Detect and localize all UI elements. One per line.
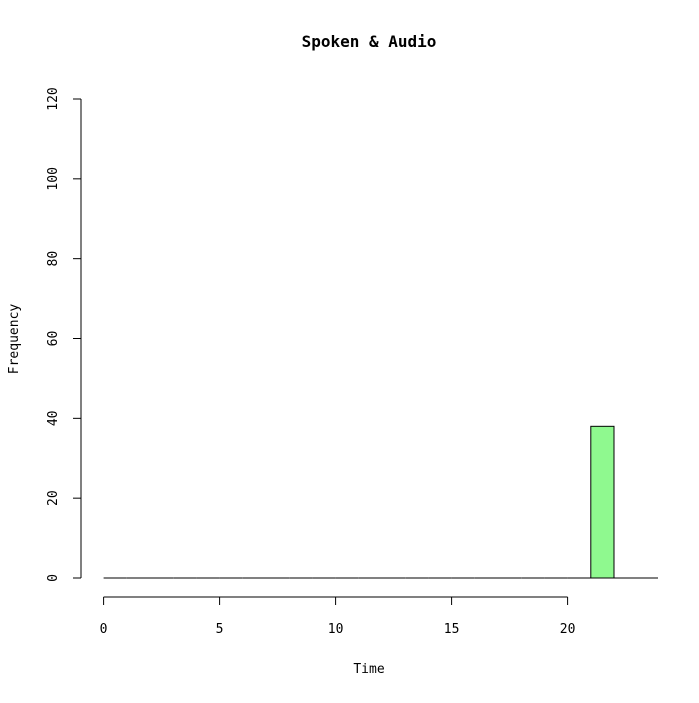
y-tick-label: 20	[46, 490, 61, 506]
y-tick-label: 0	[46, 574, 61, 582]
y-tick-label: 60	[46, 331, 61, 347]
x-tick-label: 5	[216, 622, 224, 637]
y-axis-title: Frequency	[7, 304, 22, 375]
y-tick-label: 80	[46, 251, 61, 267]
x-tick-label: 0	[100, 622, 108, 637]
y-axis: 0 20 40 60 80 100 120	[46, 87, 82, 582]
y-tick-label: 40	[46, 411, 61, 427]
x-tick-label: 10	[328, 622, 344, 637]
y-tick-label: 120	[46, 87, 61, 110]
x-axis: 0 5 10 15 20	[100, 596, 576, 637]
bars-layer	[103, 425, 658, 579]
x-axis-title: Time	[353, 662, 384, 677]
histogram-bar-21	[590, 425, 615, 579]
chart-title: Spoken & Audio	[302, 32, 437, 51]
y-tick-label: 100	[46, 167, 61, 190]
x-tick-label: 15	[444, 622, 460, 637]
x-tick-label: 20	[560, 622, 576, 637]
